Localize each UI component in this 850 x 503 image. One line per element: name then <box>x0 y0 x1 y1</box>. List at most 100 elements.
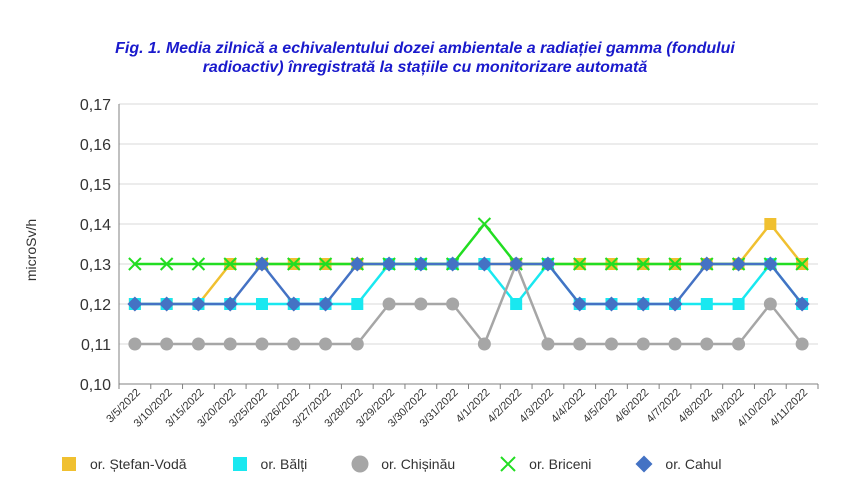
chart-title-line-1: Fig. 1. Media zilnică a echivalentului d… <box>115 40 735 57</box>
series-group <box>127 217 810 351</box>
data-point-circle <box>351 455 369 473</box>
data-point-square <box>700 298 713 310</box>
legend-marker <box>635 455 653 473</box>
data-point-circle <box>319 337 333 351</box>
data-point-diamond <box>699 256 715 272</box>
chart-title-line-2: radioactiv) înregistrată la stațiile cu … <box>202 59 648 76</box>
y-tick-label: 0,10 <box>80 377 111 394</box>
data-point-x <box>572 257 587 271</box>
data-point-x <box>795 257 809 271</box>
data-point-x <box>636 257 650 271</box>
data-point-circle <box>636 337 650 351</box>
x-tick-label: 4/2/2022 <box>486 387 525 426</box>
x-stroke <box>572 257 587 271</box>
data-point-diamond <box>445 256 461 272</box>
data-point-diamond <box>159 296 175 312</box>
data-point-x <box>477 217 492 231</box>
data-point-diamond <box>476 256 492 272</box>
x-tick-label: 4/1/2022 <box>454 387 493 426</box>
x-tick-labels: 3/5/20223/10/20223/15/20223/20/20223/25/… <box>104 387 810 430</box>
x-stroke <box>191 257 206 271</box>
y-tick-label: 0,17 <box>80 97 111 114</box>
y-tick-label: 0,15 <box>80 177 111 194</box>
x-stroke <box>636 257 650 271</box>
data-point-circle <box>414 297 428 311</box>
data-point-circle <box>732 337 746 351</box>
data-point-square <box>732 298 745 310</box>
x-tick-label: 4/3/2022 <box>517 387 556 426</box>
data-point-circle <box>287 337 301 351</box>
legend-label: or. Bălți <box>260 456 308 472</box>
x-stroke <box>287 257 301 271</box>
x-stroke <box>128 257 142 271</box>
chart-legend: or. Ștefan-Vodă or. Bălți or. Chișinău or. … <box>60 452 820 476</box>
data-point-circle <box>573 337 587 351</box>
data-point-circle <box>128 337 142 351</box>
data-point-circle <box>350 337 364 351</box>
data-point-x <box>159 257 174 271</box>
x-tick-label: 4/7/2022 <box>644 387 683 426</box>
x-tick-label: 4/5/2022 <box>581 387 620 426</box>
data-point-circle <box>477 337 491 351</box>
data-point-circle <box>223 337 237 351</box>
legend-marker <box>500 456 516 472</box>
data-point-square <box>351 298 364 310</box>
legend-label: or. Ștefan-Vodă <box>90 456 187 472</box>
x-tick-label: 4/4/2022 <box>549 387 588 426</box>
data-point-square <box>62 457 76 471</box>
x-stroke <box>477 217 492 231</box>
legend-label: or. Cahul <box>665 456 722 472</box>
data-point-circle <box>160 337 174 351</box>
legend-item: or. Cahul <box>635 455 721 473</box>
legend-label: or. Briceni <box>529 456 592 472</box>
data-point-circle <box>763 297 777 311</box>
data-point-circle <box>700 337 714 351</box>
data-point-square <box>255 298 268 310</box>
data-point-circle <box>541 337 555 351</box>
series-line <box>134 262 804 346</box>
y-axis-label: microSv/h <box>23 219 39 281</box>
x-tick-label: 4/6/2022 <box>613 387 652 426</box>
data-point-diamond <box>762 256 778 272</box>
axes <box>118 104 819 389</box>
data-point-x <box>223 257 237 271</box>
data-point-diamond <box>349 256 365 272</box>
y-tick-label: 0,11 <box>81 337 111 354</box>
data-point-x <box>191 257 206 271</box>
data-point-x <box>500 456 516 472</box>
data-point-x <box>287 257 301 271</box>
y-tick-label: 0,12 <box>80 297 111 314</box>
data-point-circle <box>255 337 269 351</box>
x-stroke <box>668 257 682 271</box>
data-point-square <box>232 457 247 471</box>
x-stroke <box>500 456 516 472</box>
legend-item: or. Ștefan-Vodă <box>60 455 187 473</box>
y-tick-labels: 0,10 0,11 0,12 0,13 0,14 0,15 0,16 0,17 <box>80 97 111 394</box>
chart-title: Fig. 1. Media zilnică a echivalentului d… <box>0 39 850 77</box>
legend-marker <box>62 457 76 471</box>
data-point-x <box>318 257 333 271</box>
data-point-diamond <box>254 256 270 272</box>
data-point-x <box>128 257 142 271</box>
series-line <box>134 222 803 266</box>
data-point-diamond <box>508 256 524 272</box>
data-point-diamond <box>190 296 206 312</box>
legend-label: or. Chișinău <box>381 456 456 472</box>
y-tick-label: 0,13 <box>80 257 111 274</box>
x-stroke <box>318 257 333 271</box>
x-stroke <box>159 257 174 271</box>
data-point-diamond <box>318 296 334 312</box>
legend-item: or. Bălți <box>231 455 308 473</box>
data-point-x <box>604 257 619 271</box>
data-point-diamond <box>222 296 238 312</box>
legend-item: or. Briceni <box>499 455 591 473</box>
x-stroke <box>795 257 809 271</box>
data-point-circle <box>795 337 809 351</box>
x-stroke <box>223 257 237 271</box>
y-tick-label: 0,16 <box>80 137 111 154</box>
x-tick-label: 4/8/2022 <box>676 387 715 426</box>
legend-item: or. Chișinău <box>351 455 455 473</box>
data-point-diamond <box>603 296 619 312</box>
data-point-diamond <box>635 455 653 473</box>
